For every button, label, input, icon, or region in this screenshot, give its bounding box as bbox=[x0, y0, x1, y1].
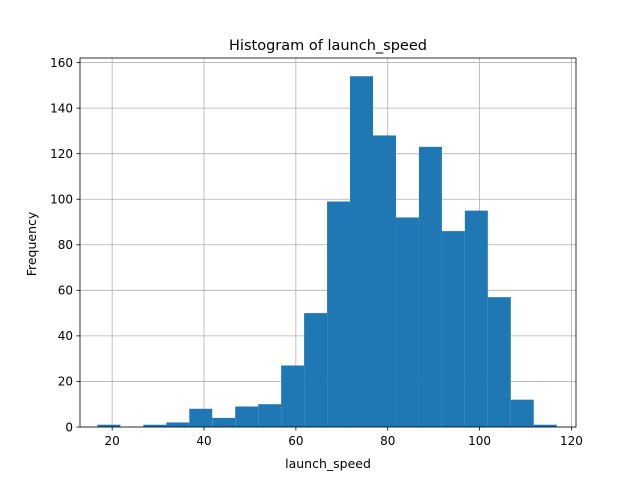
y-tick-label: 40 bbox=[58, 329, 73, 343]
y-tick-label: 0 bbox=[65, 420, 73, 434]
histogram-bar bbox=[533, 424, 557, 427]
y-tick-label: 100 bbox=[50, 193, 73, 207]
histogram-bar bbox=[464, 210, 488, 427]
x-tick-label: 80 bbox=[380, 434, 395, 448]
x-tick-label: 40 bbox=[196, 434, 211, 448]
histogram-bar bbox=[441, 231, 465, 427]
axes-layer bbox=[79, 57, 577, 428]
histogram-bar bbox=[212, 417, 236, 427]
chart-title: Histogram of launch_speed bbox=[229, 38, 427, 54]
x-tick-label: 20 bbox=[105, 434, 120, 448]
y-tick-label: 20 bbox=[58, 375, 73, 389]
y-tick-label: 140 bbox=[50, 101, 73, 115]
histogram-bar bbox=[281, 365, 305, 427]
y-tick-label: 60 bbox=[58, 284, 73, 298]
histogram-bar bbox=[327, 201, 351, 427]
histogram-bar bbox=[258, 404, 282, 427]
histogram-bar bbox=[189, 408, 213, 427]
y-tick-label: 120 bbox=[50, 147, 73, 161]
axes-frame bbox=[79, 57, 577, 428]
bars-layer bbox=[97, 76, 557, 428]
y-tick-label: 160 bbox=[50, 56, 73, 70]
y-axis-label: Frequency bbox=[24, 211, 39, 276]
histogram-bar bbox=[395, 217, 419, 427]
x-tick-label: 100 bbox=[468, 434, 491, 448]
ticks-layer: 20 40 60 80 100 120 0 20 40 60 80 100 120 140 160 bbox=[50, 56, 583, 448]
y-tick-label: 80 bbox=[58, 238, 73, 252]
histogram-bar bbox=[235, 406, 259, 427]
histogram-bar bbox=[304, 313, 328, 427]
histogram-bar bbox=[143, 424, 167, 427]
histogram-bar bbox=[487, 297, 511, 427]
histogram-bar bbox=[373, 135, 396, 427]
x-tick-label: 60 bbox=[288, 434, 303, 448]
histogram-bar bbox=[97, 424, 121, 427]
histogram-bar bbox=[510, 399, 534, 427]
x-axis-label: launch_speed bbox=[285, 456, 371, 471]
histogram-bar bbox=[166, 422, 190, 427]
histogram-bar bbox=[418, 146, 442, 428]
histogram-bar bbox=[350, 76, 374, 427]
x-tick-label: 120 bbox=[560, 434, 583, 448]
